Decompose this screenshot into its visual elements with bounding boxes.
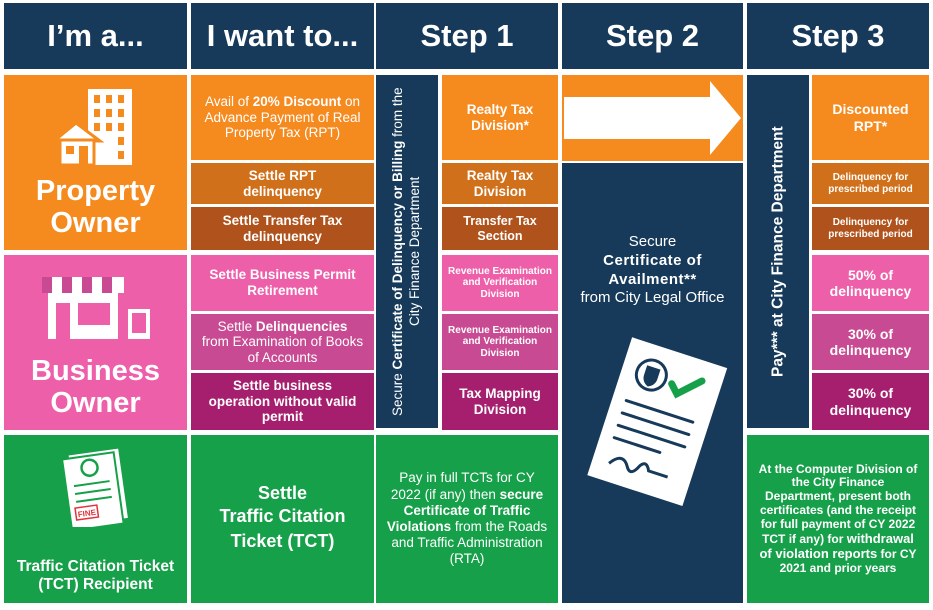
building-house-icon [49, 89, 132, 167]
want-settle-tct: Settle Traffic Citation Ticket (TCT) [191, 435, 374, 603]
step3-traffic-withdrawal: At the Computer Division of the City Fin… [747, 435, 929, 603]
store-icon [42, 277, 150, 339]
want-rpt-delinquency: Settle RPT delinquency [191, 163, 374, 204]
property-owner-panel: Property Owner [4, 75, 187, 250]
fine-stamp-label: FINE [77, 508, 97, 520]
traffic-recipient-title: Traffic Citation Ticket (TCT) Recipient [16, 557, 175, 594]
certificate-document-icon [586, 337, 727, 507]
step3-30-percent-1: 30% of delinquency [812, 314, 929, 370]
step3-delinquency-period-1: Delinquency for prescribed period [812, 163, 929, 204]
business-owner-panel: Business Owner [4, 255, 187, 430]
step1-tax-mapping: Tax Mapping Division [442, 373, 558, 430]
want-business-retirement: Settle Business Permit Retirement [191, 255, 374, 311]
business-owner-title: Business Owner [31, 355, 160, 420]
header-step2: Step 2 [562, 3, 743, 69]
step1-traffic-certificate: Pay in full TCTs for CY 2022 (if any) th… [376, 435, 558, 603]
step3-30-percent-2: 30% of delinquency [812, 373, 929, 430]
header-im-a: I’m a... [4, 3, 187, 69]
step3-pay-vertical: Pay*** at City Finance Department [747, 75, 809, 428]
step1-certificate-vertical: Secure Certificate of Delinquency or Bil… [376, 75, 438, 428]
step1-realty-tax-2: Realty Tax Division [442, 163, 558, 204]
step2-availment-panel: Secure Certificate of Availment** from C… [562, 163, 743, 603]
step1-revenue-exam-1: Revenue Examination and Verification Div… [442, 255, 558, 311]
want-transfer-tax: Settle Transfer Tax delinquency [191, 207, 374, 250]
traffic-recipient-panel: FINE Traffic Citation Ticket (TCT) Recip… [4, 435, 187, 603]
arrow-right-icon [562, 75, 743, 161]
step3-50-percent: 50% of delinquency [812, 255, 929, 311]
ticket-fine-icon: FINE [60, 446, 131, 527]
want-without-permit: Settle business operation without valid … [191, 373, 374, 430]
property-owner-title: Property Owner [35, 175, 156, 240]
step1-revenue-exam-2: Revenue Examination and Verification Div… [442, 314, 558, 370]
want-books-of-accounts: Settle Delinquencies from Examination of… [191, 314, 374, 370]
step3-delinquency-period-2: Delinquency for prescribed period [812, 207, 929, 250]
header-want: I want to... [191, 3, 374, 69]
header-step1: Step 1 [376, 3, 558, 69]
header-step3: Step 3 [747, 3, 929, 69]
step1-transfer-tax-section: Transfer Tax Section [442, 207, 558, 250]
want-rpt-discount: Avail of 20% Discount on Advance Payment… [191, 75, 374, 160]
step3-discounted-rpt: Discounted RPT* [812, 75, 929, 160]
step1-realty-tax-1: Realty Tax Division* [442, 75, 558, 160]
